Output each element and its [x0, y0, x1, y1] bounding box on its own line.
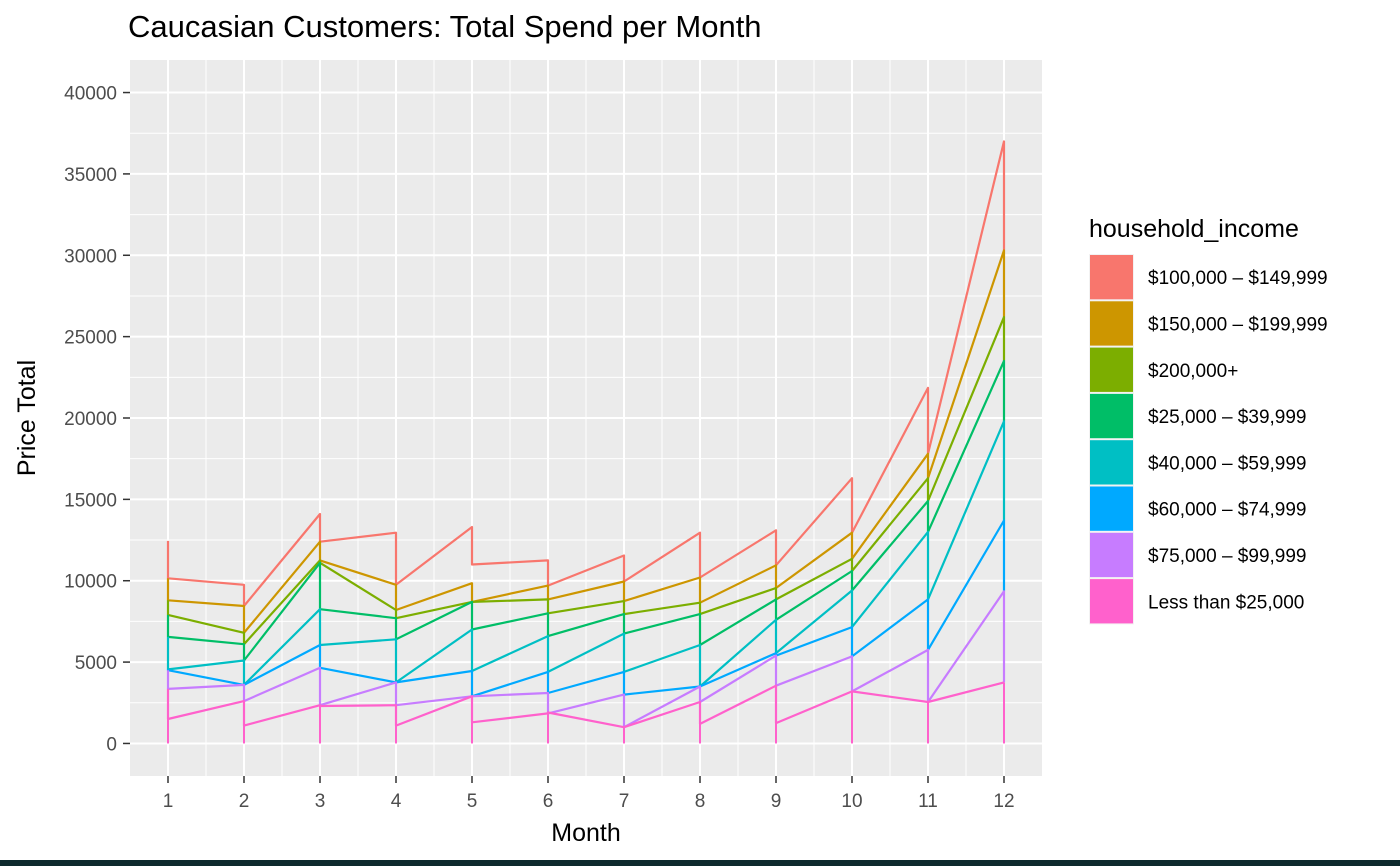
x-tick-label: 3	[315, 791, 326, 812]
legend-key	[1090, 532, 1133, 578]
x-tick-label: 10	[841, 791, 862, 812]
x-tick-label: 2	[239, 791, 250, 812]
legend-label: $25,000 – $39,999	[1148, 407, 1307, 428]
y-tick-label: 10000	[64, 572, 117, 593]
legend-label: $40,000 – $59,999	[1148, 453, 1307, 474]
x-tick-label: 9	[771, 791, 782, 812]
y-tick-label: 30000	[64, 246, 117, 267]
legend-label: $60,000 – $74,999	[1148, 500, 1307, 521]
legend-key	[1090, 347, 1133, 392]
series-line	[166, 359, 1006, 662]
x-tick-label: 11	[918, 791, 938, 812]
bottom-bar	[0, 860, 1400, 866]
legend-key	[1090, 579, 1133, 624]
x-tick-label: 1	[163, 791, 174, 812]
series-line	[166, 249, 1006, 634]
legend-key	[1090, 255, 1133, 300]
x-axis: 1 2 3 4 5 6 7 8 9 10 11 12	[163, 776, 1015, 812]
x-tick-label: 12	[993, 791, 1014, 812]
chart-title: Caucasian Customers: Total Spend per Mon…	[128, 9, 762, 44]
y-tick-label: 35000	[64, 165, 117, 186]
series-line	[166, 316, 1006, 646]
y-tick-label: 20000	[64, 409, 117, 430]
series-line	[166, 140, 1006, 608]
legend-items: $100,000 – $149,999 $150,000 – $199,999 $2…	[1089, 254, 1328, 625]
legend-label: $100,000 – $149,999	[1148, 268, 1328, 289]
y-axis: 0 5000 10000 15000 20000 25000 30000 35000 40000	[64, 84, 130, 755]
series-line	[166, 519, 1006, 698]
legend-key	[1090, 301, 1133, 346]
legend-key	[1090, 440, 1133, 485]
series-line	[166, 681, 1005, 729]
series-line	[166, 420, 1006, 688]
y-tick-label: 40000	[64, 84, 117, 105]
y-tick-label: 5000	[75, 653, 117, 674]
legend-key	[1090, 486, 1133, 531]
series-line	[166, 590, 1006, 729]
y-tick-label: 15000	[64, 490, 117, 511]
x-tick-label: 7	[619, 791, 630, 812]
y-axis-title: Price Total	[13, 360, 41, 476]
series-layer	[166, 140, 1006, 744]
legend-title: household_income	[1089, 215, 1299, 243]
y-tick-label: 25000	[64, 328, 117, 349]
legend-label: $75,000 – $99,999	[1148, 546, 1307, 567]
legend-label: $200,000+	[1148, 361, 1238, 382]
legend-label: Less than $25,000	[1148, 592, 1304, 613]
x-axis-title: Month	[551, 819, 620, 847]
x-tick-label: 8	[695, 791, 706, 812]
x-tick-label: 4	[391, 791, 402, 812]
legend: household_income $100,000 – $149,999 $150…	[1089, 215, 1328, 625]
legend-label: $150,000 – $199,999	[1148, 314, 1328, 335]
x-tick-label: 5	[467, 791, 478, 812]
x-tick-label: 6	[543, 791, 554, 812]
legend-key	[1090, 393, 1133, 439]
y-tick-label: 0	[106, 734, 117, 755]
